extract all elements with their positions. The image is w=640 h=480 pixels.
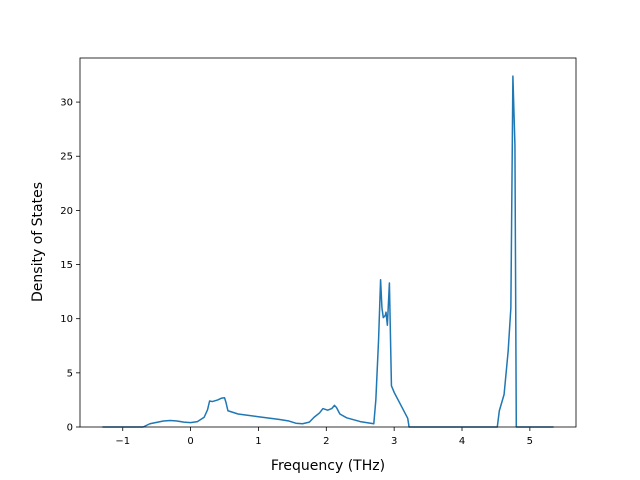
y-tick-label: 20 [60,206,73,217]
x-tick-label: 1 [255,436,261,447]
x-tick-label: 0 [187,436,193,447]
plot-frame [79,57,577,428]
x-axis-label: Frequency (THz) [271,458,385,474]
x-tick-label: 2 [323,436,329,447]
x-tick-label: 3 [391,436,397,447]
y-tick-label: 25 [60,152,73,163]
y-tick-label: 15 [60,260,73,271]
y-axis-label: Density of States [30,182,46,302]
x-tick-label: −1 [115,436,130,447]
y-tick-label: 30 [60,98,73,109]
x-tick-label: 4 [459,436,465,447]
y-tick-label: 5 [67,368,73,379]
y-tick-label: 0 [67,423,73,434]
x-tick-label: 5 [527,436,533,447]
y-tick-label: 10 [60,314,73,325]
